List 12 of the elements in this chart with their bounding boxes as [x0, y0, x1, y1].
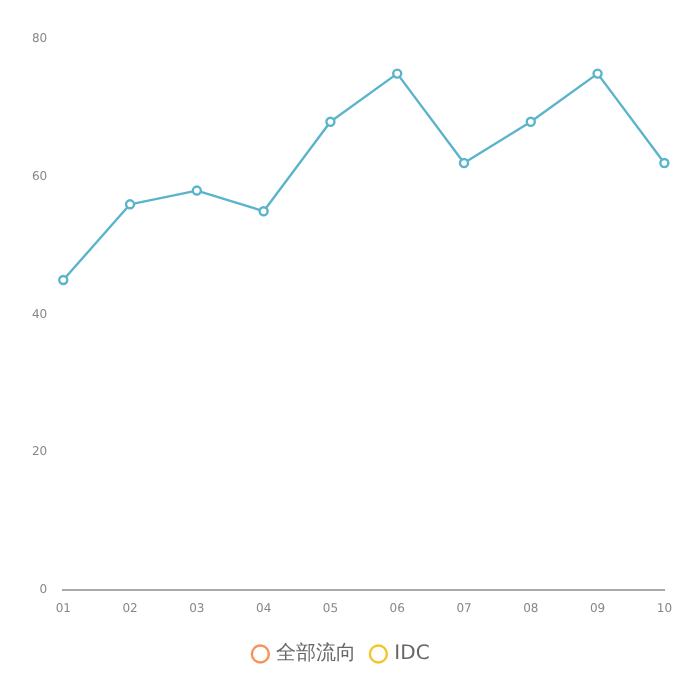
point: [258, 206, 269, 217]
point: [458, 157, 470, 169]
point: [124, 199, 136, 210]
point: [325, 116, 336, 127]
point: [392, 68, 403, 79]
legend-label: 全部流向: [276, 641, 357, 666]
point: [191, 185, 203, 196]
point: [659, 157, 670, 169]
point: [525, 116, 536, 127]
point: [58, 274, 69, 286]
point: [592, 68, 603, 79]
legend-label: IDC: [394, 643, 430, 666]
